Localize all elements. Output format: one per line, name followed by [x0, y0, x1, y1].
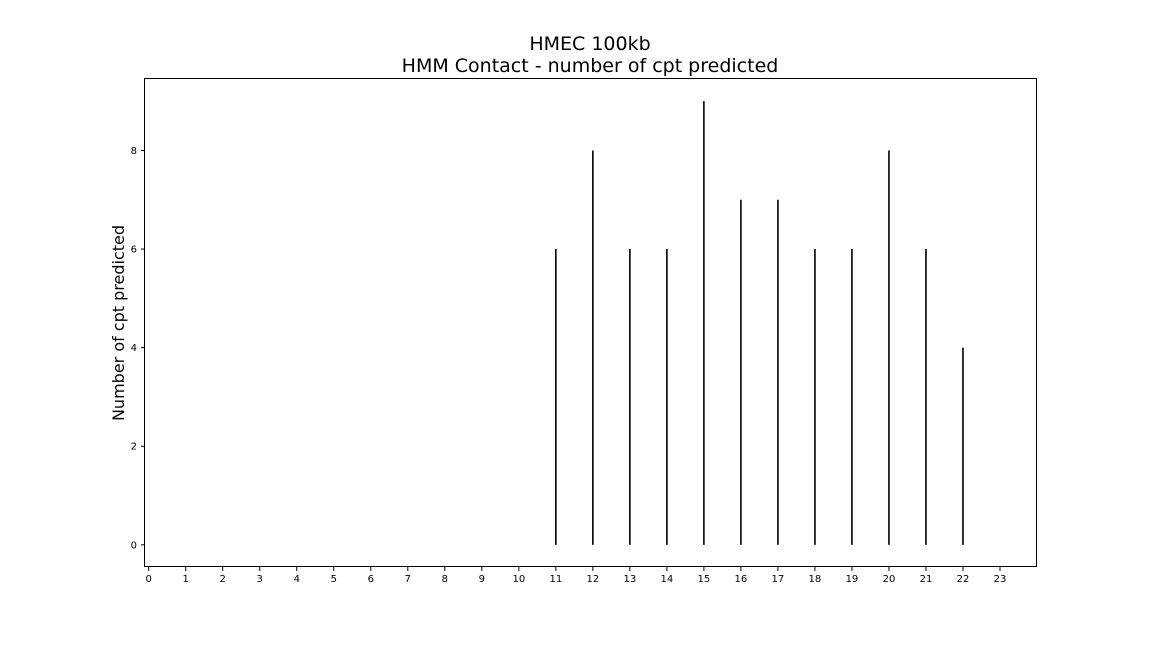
- x-tick-label: 2: [220, 574, 226, 585]
- y-tick-label: 0: [131, 540, 137, 551]
- x-tick-label: 22: [957, 574, 970, 585]
- x-tick-label: 15: [698, 574, 711, 585]
- x-tick-label: 0: [146, 574, 152, 585]
- x-tick-label: 6: [368, 574, 374, 585]
- x-tick-label: 5: [331, 574, 337, 585]
- x-tick-label: 23: [994, 574, 1007, 585]
- y-tick-label: 2: [131, 442, 137, 453]
- x-tick-label: 19: [846, 574, 859, 585]
- chart-marks: 0 1 2 3 4 5 6 7 8 9 10 11 12 13 14 15 16 17 18 19 20 21 22 2302…: [131, 101, 1007, 585]
- y-tick-label: 8: [131, 146, 137, 157]
- x-tick-label: 1: [183, 574, 189, 585]
- y-axis-label: Number of cpt predicted: [109, 225, 128, 421]
- x-tick-label: 13: [623, 574, 636, 585]
- plot-area-frame: [144, 78, 1037, 567]
- x-tick-label: 17: [772, 574, 785, 585]
- chart-title-line-1: HMEC 100kb: [529, 33, 650, 55]
- x-tick-label: 4: [294, 574, 300, 585]
- x-tick-label: 7: [405, 574, 411, 585]
- x-tick-label: 3: [257, 574, 263, 585]
- x-tick-label: 11: [549, 574, 562, 585]
- x-tick-label: 12: [586, 574, 599, 585]
- chart-title-line-2: HMM Contact - number of cpt predicted: [402, 55, 779, 77]
- x-tick-label: 16: [735, 574, 748, 585]
- x-tick-label: 20: [883, 574, 896, 585]
- x-tick-label: 8: [442, 574, 448, 585]
- x-tick-label: 10: [512, 574, 525, 585]
- x-tick-label: 18: [809, 574, 822, 585]
- x-tick-label: 14: [661, 574, 674, 585]
- x-tick-label: 21: [920, 574, 933, 585]
- y-tick-label: 6: [131, 245, 137, 256]
- x-tick-label: 9: [479, 574, 485, 585]
- y-tick-label: 4: [131, 343, 137, 354]
